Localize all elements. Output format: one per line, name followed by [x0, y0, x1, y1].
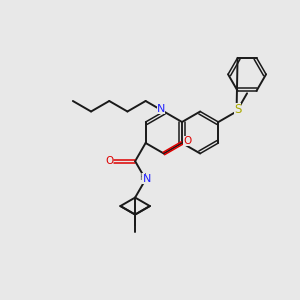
- Text: S: S: [234, 103, 241, 116]
- Text: O: O: [183, 136, 191, 146]
- Text: N: N: [157, 103, 165, 113]
- Text: N: N: [142, 174, 151, 184]
- Text: O: O: [105, 156, 113, 166]
- Text: H: H: [139, 173, 146, 182]
